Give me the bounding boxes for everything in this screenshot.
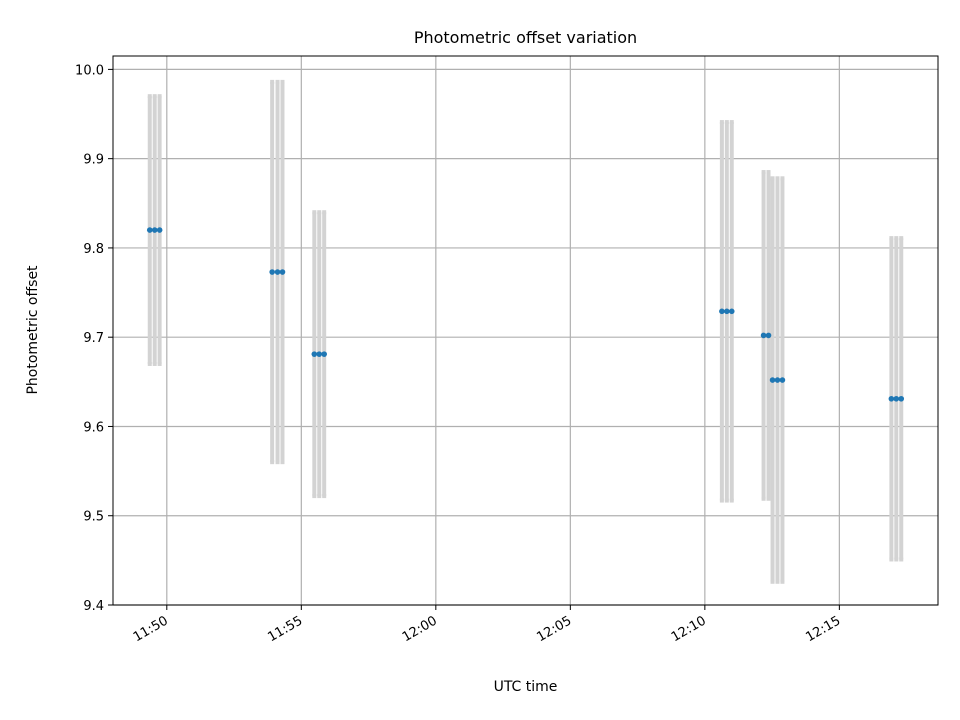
data-point <box>156 227 163 233</box>
data-point <box>274 269 281 275</box>
data-point <box>151 227 158 233</box>
plot-frame <box>112 55 939 606</box>
data-point <box>888 395 895 402</box>
y-tick-label: 9.8 <box>83 242 104 257</box>
data-point <box>269 269 275 275</box>
chart-title: Photometric offset variation <box>414 28 637 47</box>
data-point <box>893 395 900 402</box>
data-point <box>279 269 286 275</box>
data-point <box>898 395 905 402</box>
data-point <box>779 377 786 383</box>
data-point <box>724 308 730 315</box>
y-tick-label: 9.5 <box>83 510 104 525</box>
data-point <box>769 377 776 383</box>
y-axis-label: Photometric offset <box>25 265 41 395</box>
data-point <box>760 332 767 339</box>
data-point <box>719 308 725 315</box>
data-point <box>728 308 735 315</box>
data-point <box>146 227 153 233</box>
y-tick-label: 9.6 <box>83 420 104 435</box>
point-layer <box>146 227 905 402</box>
data-point <box>311 351 318 357</box>
x-axis-label: UTC time <box>494 679 558 695</box>
grid-layer <box>113 56 938 606</box>
data-point <box>765 332 772 339</box>
y-tick-label: 9.4 <box>83 599 104 614</box>
data-point <box>316 351 323 357</box>
y-tick-label: 9.9 <box>83 153 104 168</box>
y-tick-label: 10.0 <box>75 63 104 78</box>
y-tick-label: 9.7 <box>83 331 104 346</box>
data-point <box>321 351 327 357</box>
data-point <box>774 377 781 383</box>
